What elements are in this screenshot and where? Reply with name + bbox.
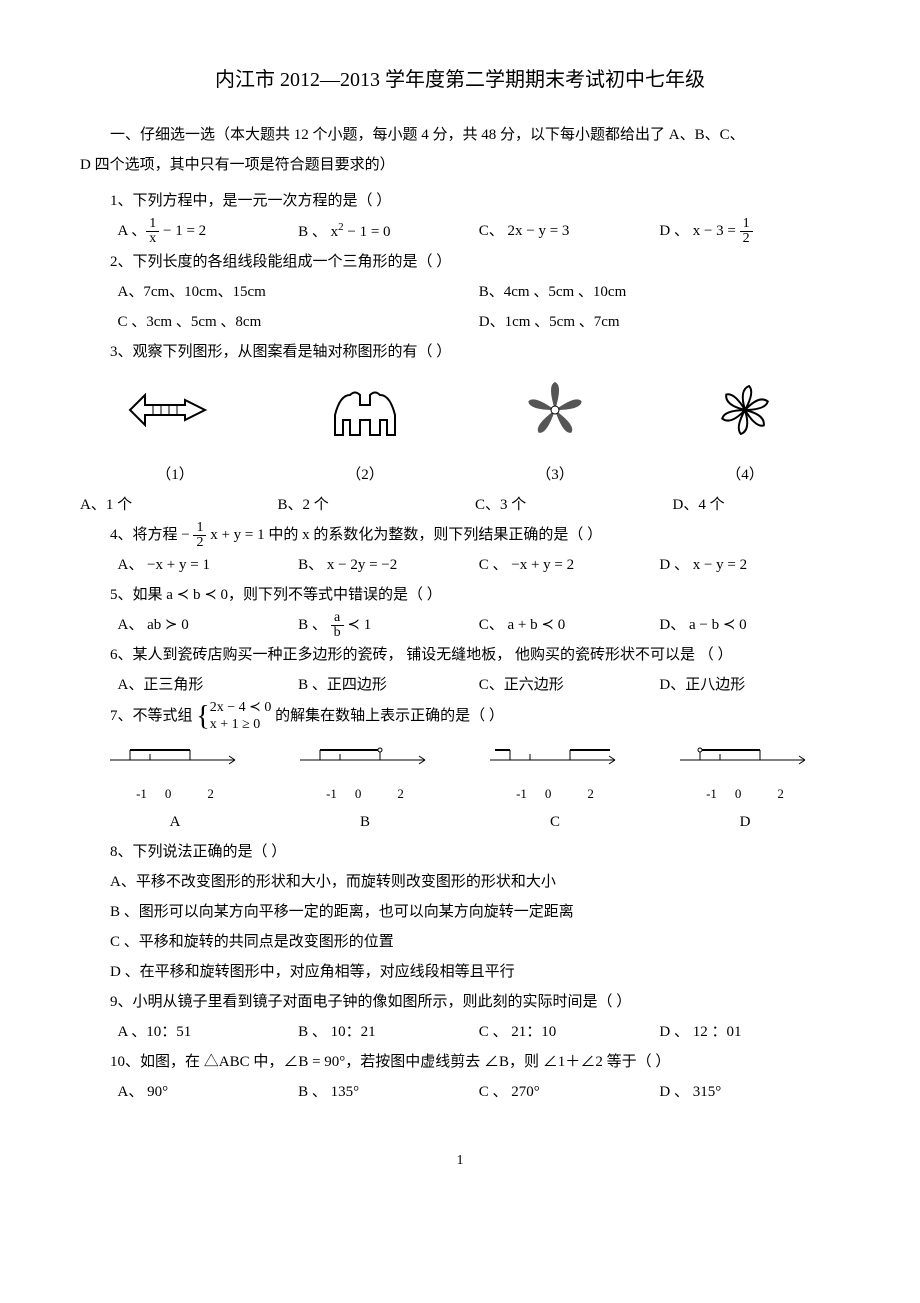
q4-stem: 4、将方程 − 12 x + y = 1 中的 x 的系数化为整数，则下列结果正… [110,520,840,550]
q9-opt-c: C 、 21：10 [479,1017,660,1047]
page-number: 1 [80,1147,840,1175]
q10-opt-d: D 、 315° [659,1077,840,1107]
q6-opt-c: C、正六边形 [479,670,660,700]
q6-opt-d: D、正八边形 [659,670,840,700]
q3-fig-3 [505,375,605,445]
q3-opt-c: C、3 个 [445,490,643,520]
q6-opt-a: A、正三角形 [118,670,299,700]
q1-opt-c: C、 2x − y = 3 [479,216,660,247]
q3-opt-a: A、1 个 [80,490,248,520]
q8-stem: 8、下列说法正确的是（ ） [110,837,840,867]
q7-opt-a: A [80,807,270,837]
q9-stem: 9、小明从镜子里看到镜子对面电子钟的像如图所示，则此刻的实际时间是（ ） [110,987,840,1017]
q1-opt-b: B 、 x2 − 1 = 0 [298,216,479,247]
q2-opt-a: A、7cm、10cm、15cm [118,277,479,307]
q8-opt-d: D 、在平移和旋转图形中，对应角相等，对应线段相等且平行 [110,957,840,987]
q3-stem: 3、观察下列图形，从图案看是轴对称图形的有（ ） [110,337,840,367]
q10-opt-a: A、 90° [118,1077,299,1107]
q5-opt-d: D、 a − b ≺ 0 [659,610,840,640]
q10-stem: 10、如图，在 △ABC 中，∠B = 90°，若按图中虚线剪去 ∠B，则 ∠1… [110,1047,840,1077]
q7-nline-b [295,740,435,770]
q2-opt-b: B、4cm 、5cm 、10cm [479,277,840,307]
q7-nline-a [105,740,245,770]
q5-opt-c: C、 a + b ≺ 0 [479,610,660,640]
q8-opt-c: C 、平移和旋转的共同点是改变图形的位置 [110,927,840,957]
q3-figures [80,375,840,456]
q4-opt-d: D 、 x − y = 2 [659,550,840,580]
q5-opt-a: A、 ab ≻ 0 [118,610,299,640]
q2-opt-d: D、1cm 、5cm 、7cm [479,307,840,337]
q7-nline-d [675,740,815,770]
q5-stem: 5、如果 a ≺ b ≺ 0，则下列不等式中错误的是（ ） [110,580,840,610]
q3-fig-1 [125,375,225,445]
q7-stem: 7、不等式组 {2x − 4 ≺ 0x + 1 ≥ 0 的解集在数轴上表示正确的… [110,700,840,734]
q2-opt-c: C 、3cm 、5cm 、8cm [118,307,479,337]
q3-fig-4 [695,375,795,445]
q3-opt-b: B、2 个 [248,490,446,520]
q3-opt-d: D、4 个 [643,490,841,520]
section-intro-1: 一、仔细选一选（本大题共 12 个小题，每小题 4 分，共 48 分，以下每小题… [80,120,840,150]
q6-opt-b: B 、正四边形 [298,670,479,700]
q7-nline-c [485,740,625,770]
q1-opt-a: A 、1x − 1 = 2 [118,216,299,247]
q7-opt-c: C [460,807,650,837]
q8-opt-b: B 、图形可以向某方向平移一定的距离，也可以向某方向旋转一定距离 [110,897,840,927]
q7-number-lines: -102 A -102 B -102 C -102 D [80,740,840,837]
q4-opt-c: C 、 −x + y = 2 [479,550,660,580]
q2-stem: 2、下列长度的各组线段能组成一个三角形的是（ ） [110,247,840,277]
q3-fig-2 [315,375,415,445]
q7-opt-b: B [270,807,460,837]
q10-opt-b: B 、 135° [298,1077,479,1107]
q8-opt-a: A、平移不改变图形的形状和大小，而旋转则改变图形的形状和大小 [110,867,840,897]
q9-opt-d: D 、 12 ：01 [659,1017,840,1047]
section-intro-2: D 四个选项，其中只有一项是符合题目要求的） [80,150,840,180]
q4-opt-b: B、 x − 2y = −2 [298,550,479,580]
q9-opt-b: B 、 10：21 [298,1017,479,1047]
q3-figure-labels: （1） （2） （3） （4） [80,460,840,490]
q4-opt-a: A、 −x + y = 1 [118,550,299,580]
q9-opt-a: A 、10：51 [118,1017,299,1047]
q10-opt-c: C 、 270° [479,1077,660,1107]
q1-stem: 1、下列方程中，是一元一次方程的是（ ） [110,186,840,216]
q1-opt-d: D 、 x − 3 = 12 [659,216,840,247]
q5-opt-b: B 、 ab ≺ 1 [298,610,479,640]
q6-stem: 6、某人到瓷砖店购买一种正多边形的瓷砖， 铺设无缝地板， 他购买的瓷砖形状不可以… [110,640,840,670]
q7-opt-d: D [650,807,840,837]
page-title: 内江市 2012—2013 学年度第二学期期末考试初中七年级 [80,60,840,100]
